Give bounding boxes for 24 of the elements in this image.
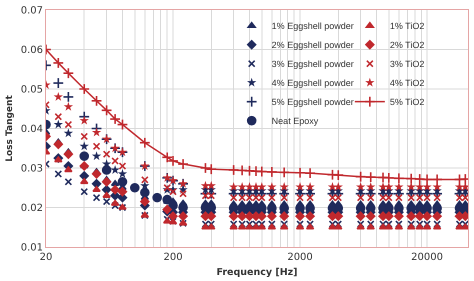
y-tick-label: 0.05 [20,84,43,96]
x-tick-label: 2000 [287,252,313,263]
y-tick-label: 0.01 [20,242,43,254]
legend-label: 5% TiO2 [390,97,424,108]
x-axis-title: Frequency [Hz] [216,267,298,278]
x-tick-label: 20 [40,252,52,263]
x-tick-label: 200 [163,252,183,263]
legend-label: 2% TiO2 [390,40,424,50]
x-tick-label: 20000 [411,252,443,263]
legend-label: 3% TiO2 [390,59,424,70]
y-tick-label: 0.02 [20,203,43,214]
legend-label: 2% Eggshell powder [272,40,354,50]
legend-label: Neat Epoxy [272,116,319,126]
legend-label: 5% Eggshell powder [272,97,354,108]
y-tick-label: 0.03 [20,164,43,174]
y-tick-label: 0.07 [20,6,43,16]
legend-label: 4% TiO2 [390,78,424,88]
y-axis-title: Loss Tangent [5,94,16,162]
legend-label: 1% TiO2 [390,21,424,32]
y-tick-label: 0.06 [20,45,43,56]
legend-label: 3% Eggshell powder [272,59,354,70]
legend-label: 4% Eggshell powder [272,78,354,88]
legend-label: 1% Eggshell powder [272,21,354,32]
y-tick-label: 0.04 [20,124,43,135]
